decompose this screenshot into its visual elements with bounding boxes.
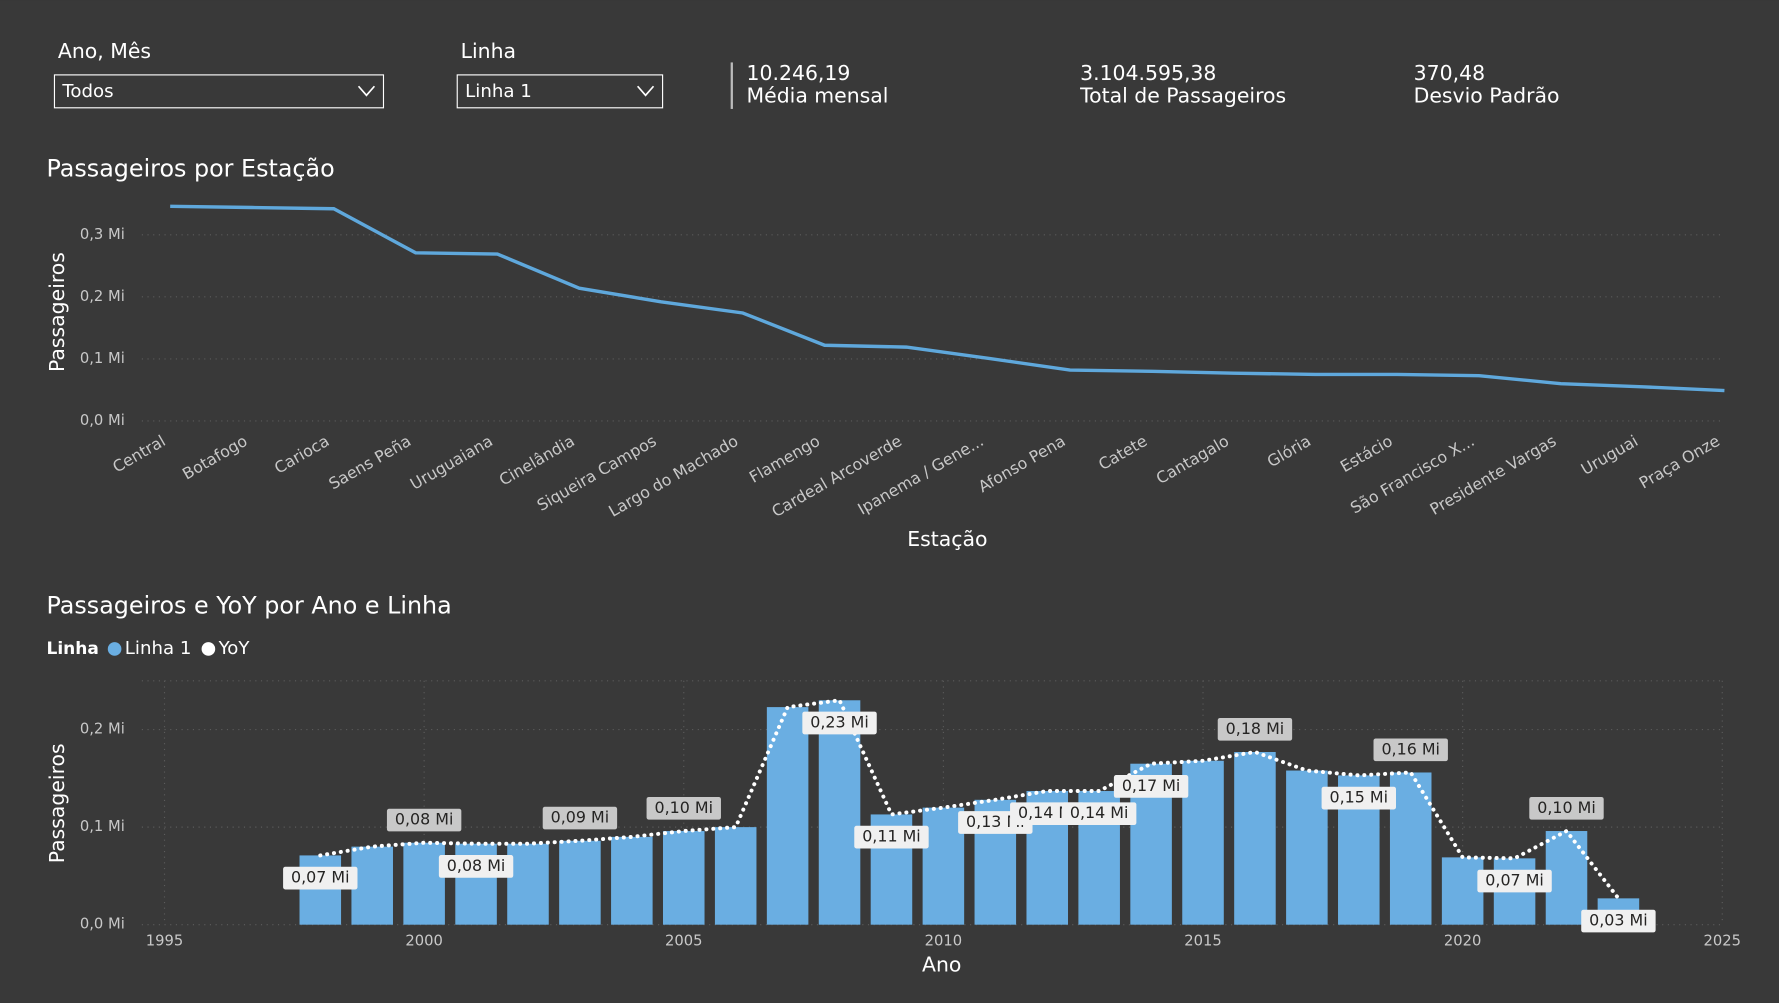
data-label-box — [646, 796, 721, 820]
data-label: 0,14 Mi — [1018, 803, 1077, 822]
data-label: 0,16 Mi — [1381, 739, 1440, 758]
x-tick-label: 2005 — [665, 933, 703, 950]
data-label-box — [438, 855, 514, 878]
legend-title: Linha — [47, 639, 99, 659]
data-label-box — [1217, 717, 1293, 741]
bar — [507, 843, 549, 925]
y-tick-label: 0,1 Mi — [80, 818, 125, 835]
y-tick-label: 0,3 Mi — [80, 226, 125, 243]
bar — [559, 840, 601, 925]
x-axis-title: Ano — [922, 953, 961, 977]
chart-title: Passageiros por Estação — [47, 155, 335, 183]
filter-label: Linha — [461, 39, 516, 63]
data-label: 0,08 Mi — [447, 856, 506, 875]
data-label: 0,10 Mi — [1537, 798, 1596, 817]
bar — [351, 846, 393, 925]
kpi-value: 3.104.595,38 — [1080, 61, 1216, 85]
x-tick-label: 2015 — [1184, 933, 1222, 950]
data-label: 0,07 Mi — [291, 868, 350, 887]
kpi-label: Total de Passageiros — [1079, 83, 1286, 107]
dropdown-value[interactable]: Todos — [61, 81, 113, 102]
dropdown[interactable] — [53, 74, 385, 109]
bar — [1441, 857, 1484, 925]
data-label: 0,11 Mi — [862, 827, 921, 846]
y-axis-title: Passageiros — [45, 743, 69, 863]
data-label-box — [386, 808, 462, 832]
kpi-label: Desvio Padrão — [1414, 83, 1560, 107]
x-tick-label: 2010 — [925, 933, 963, 950]
x-tick-label: 2020 — [1444, 933, 1482, 950]
x-tick-label: 2000 — [405, 933, 443, 950]
data-label: 0,07 Mi — [1485, 871, 1544, 890]
bar — [714, 827, 757, 925]
kpi-label: Média mensal — [747, 83, 889, 107]
chevron[interactable] — [357, 85, 376, 97]
data-label-box — [802, 711, 877, 735]
data-label: 0,15 Mi — [1330, 788, 1389, 807]
chart-title: Passageiros e YoY por Ano e Linha — [47, 592, 452, 620]
y-tick-label: 0,2 Mi — [80, 721, 125, 738]
kpi-value: 10.246,19 — [747, 61, 851, 85]
bar — [818, 700, 861, 925]
x-axis-title: Estação — [907, 527, 987, 551]
data-label: 0,23 Mi — [810, 712, 869, 731]
x-tick-label: 1995 — [146, 933, 184, 950]
line-series — [318, 698, 1621, 901]
legend-marker — [201, 642, 216, 656]
data-label-box — [1581, 909, 1656, 933]
data-label: 0,09 Mi — [551, 808, 610, 827]
data-label-box — [854, 825, 929, 849]
data-label-box — [1477, 869, 1552, 893]
y-tick-label: 0,2 Mi — [80, 288, 125, 305]
bar — [766, 707, 809, 925]
bar — [1182, 760, 1224, 925]
y-tick-label: 0,1 Mi — [80, 350, 125, 367]
filter-label: Ano, Mês — [58, 39, 151, 63]
data-label: 0,14 Mi — [1070, 803, 1129, 822]
data-label: 0,08 Mi — [395, 810, 454, 829]
legend-label: Linha 1 — [125, 638, 192, 659]
data-label: 0,13 Mi — [966, 812, 1025, 831]
legend-marker — [107, 642, 122, 656]
bar — [1545, 831, 1588, 925]
data-label: 0,17 Mi — [1122, 776, 1181, 795]
bar — [1389, 772, 1432, 925]
bar — [662, 831, 705, 925]
data-label-box — [1061, 802, 1137, 826]
chevron[interactable] — [636, 85, 655, 97]
bar — [922, 807, 965, 925]
data-label-box — [1321, 786, 1396, 810]
kpi-value: 370,48 — [1414, 61, 1485, 85]
data-label-box — [283, 866, 358, 890]
x-tick-label: 2025 — [1704, 933, 1741, 950]
bar — [403, 842, 445, 925]
y-axis-title: Passageiros — [45, 252, 69, 372]
bar — [1234, 751, 1276, 925]
data-label-box — [1113, 775, 1189, 798]
data-label: 0,03 Mi — [1589, 911, 1648, 930]
dropdown[interactable] — [456, 74, 664, 109]
y-tick-label: 0,0 Mi — [80, 916, 125, 933]
bar — [611, 836, 653, 925]
data-label-box — [1529, 796, 1604, 820]
data-label: 0,10 Mi — [655, 798, 714, 817]
line-series — [170, 204, 1725, 393]
data-label: 0,18 Mi — [1226, 719, 1285, 738]
data-label-box — [542, 806, 618, 830]
bar — [1286, 770, 1328, 925]
legend-label: YoY — [218, 638, 251, 659]
y-tick-label: 0,0 Mi — [80, 412, 125, 429]
dropdown-value[interactable]: Linha 1 — [465, 81, 532, 102]
data-label-box — [1373, 738, 1448, 762]
bar — [299, 855, 342, 925]
